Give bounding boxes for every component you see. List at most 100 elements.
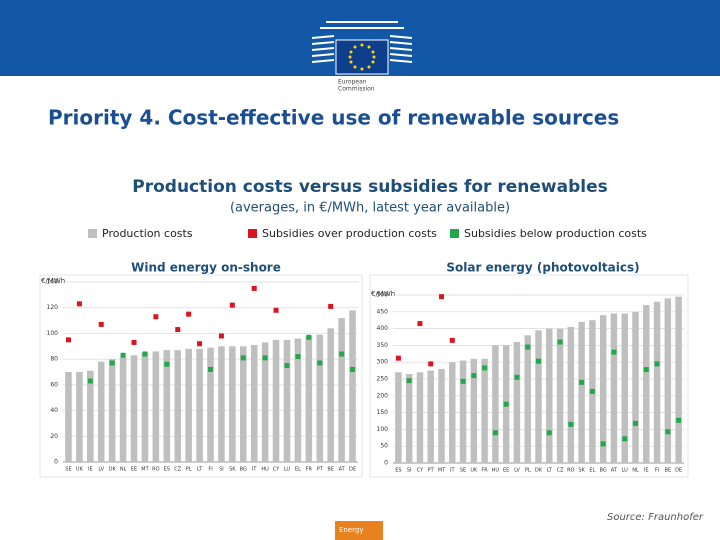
y-tick-label: 300 xyxy=(377,359,389,366)
marker xyxy=(460,378,466,384)
x-tick-label: CY xyxy=(417,468,424,474)
panel-title: Solar energy (photovoltaics) xyxy=(446,261,639,275)
y-axis-label: €/MWh xyxy=(371,290,395,298)
bar xyxy=(653,301,661,463)
marker xyxy=(328,303,334,309)
x-tick-label: CZ xyxy=(174,467,181,473)
bar xyxy=(513,342,521,463)
marker xyxy=(208,366,213,372)
marker xyxy=(142,351,148,357)
marker xyxy=(186,311,192,317)
marker xyxy=(284,363,290,369)
y-tick-label: 120 xyxy=(47,304,59,311)
bar xyxy=(492,345,499,463)
y-tick-label: 400 xyxy=(377,325,389,332)
x-tick-label: PT xyxy=(317,467,324,473)
x-tick-label: PL xyxy=(186,467,192,473)
marker xyxy=(98,321,104,327)
x-tick-label: LU xyxy=(622,468,629,474)
legend-swatch xyxy=(450,229,459,238)
bar xyxy=(546,328,553,463)
marker xyxy=(153,314,159,320)
bar xyxy=(556,328,564,463)
x-tick-label: AT xyxy=(339,467,346,473)
bar xyxy=(283,339,291,462)
bar xyxy=(163,350,171,462)
x-tick-label: UK xyxy=(470,468,478,474)
x-tick-label: MT xyxy=(438,468,446,474)
x-tick-label: BE xyxy=(665,468,672,474)
bar xyxy=(87,370,94,462)
bar xyxy=(261,342,269,462)
legend-label: Production costs xyxy=(102,227,193,240)
marker xyxy=(262,355,268,361)
x-tick-label: BG xyxy=(600,468,607,474)
y-tick-label: 140 xyxy=(47,279,59,286)
marker xyxy=(240,355,246,361)
x-tick-label: BE xyxy=(327,467,334,473)
legend-label: Subsidies below production costs xyxy=(464,227,647,240)
x-tick-label: LU xyxy=(284,467,291,473)
bar xyxy=(174,350,181,462)
x-tick-label: MT xyxy=(141,467,149,473)
marker xyxy=(579,379,585,385)
bar xyxy=(218,346,225,462)
bar xyxy=(449,362,456,463)
legend-label: Subsidies over production costs xyxy=(262,227,437,240)
slide-title: Priority 4. Cost-effective use of renewa… xyxy=(48,106,619,130)
bar xyxy=(427,370,434,463)
y-tick-label: 80 xyxy=(50,356,58,363)
marker xyxy=(676,417,682,423)
bar xyxy=(196,348,203,462)
marker xyxy=(428,361,434,367)
legend-swatch xyxy=(88,229,97,238)
y-tick-label: 50 xyxy=(380,443,388,450)
y-tick-label: 100 xyxy=(47,330,59,337)
marker xyxy=(339,351,345,357)
marker xyxy=(600,441,606,447)
legend-swatch xyxy=(248,229,257,238)
logo: European Commission xyxy=(311,21,413,93)
bar xyxy=(338,318,345,462)
bar xyxy=(272,339,280,462)
marker xyxy=(449,337,455,343)
bar xyxy=(438,368,445,463)
x-tick-label: LV xyxy=(514,468,520,474)
bar xyxy=(405,373,413,463)
bar xyxy=(65,372,72,462)
bar xyxy=(416,372,424,463)
y-tick-label: 150 xyxy=(377,409,389,416)
x-tick-label: CZ xyxy=(557,468,564,474)
y-tick-label: 450 xyxy=(377,308,389,315)
marker xyxy=(471,373,477,379)
bar xyxy=(524,335,531,463)
x-tick-label: NL xyxy=(632,468,639,474)
bar xyxy=(675,296,682,463)
bar xyxy=(643,305,650,463)
x-tick-label: HU xyxy=(261,467,269,473)
bar xyxy=(535,330,542,463)
marker xyxy=(317,360,323,366)
bar xyxy=(119,357,127,462)
marker xyxy=(643,367,649,373)
x-tick-label: EE xyxy=(503,468,509,474)
bar xyxy=(250,345,258,462)
marker xyxy=(273,307,279,313)
x-tick-label: SE xyxy=(65,467,71,473)
footer-text: Energy xyxy=(339,526,364,534)
x-tick-label: CY xyxy=(273,467,280,473)
x-tick-label: FI xyxy=(208,467,212,473)
bar xyxy=(316,334,324,462)
y-tick-label: 0 xyxy=(384,460,388,467)
marker xyxy=(164,361,170,367)
bar xyxy=(229,346,236,462)
y-tick-label: 500 xyxy=(377,292,389,299)
marker xyxy=(514,374,520,380)
marker xyxy=(350,366,356,372)
y-tick-label: 200 xyxy=(377,392,389,399)
bar xyxy=(599,315,607,463)
footer-box xyxy=(335,521,383,540)
x-tick-label: RO xyxy=(152,467,159,473)
x-tick-label: BG xyxy=(240,467,247,473)
bar xyxy=(470,358,478,463)
